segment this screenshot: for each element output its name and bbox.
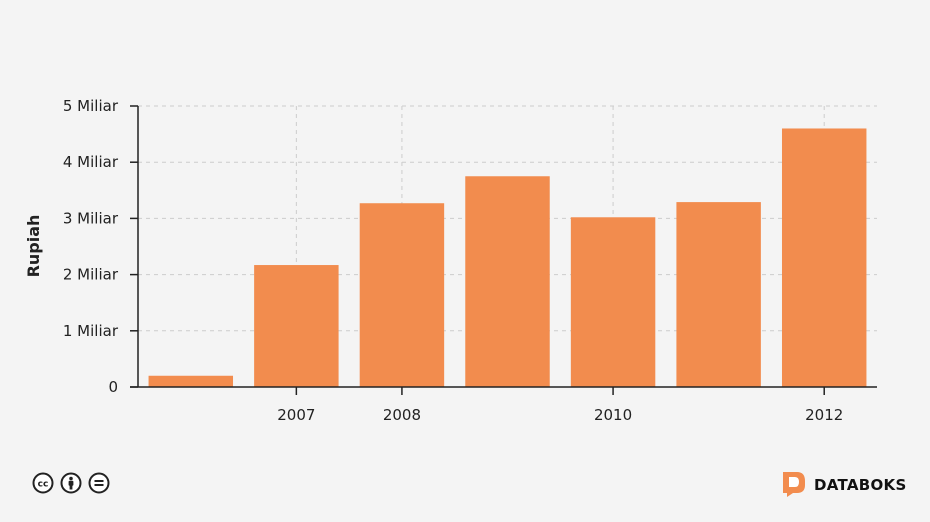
bar-2009[interactable] — [465, 176, 550, 387]
axes — [130, 105, 877, 395]
x-tick-label: 2010 — [594, 406, 632, 424]
databoks-logo[interactable]: DATABOKS — [782, 471, 907, 498]
nd-icon — [88, 472, 110, 494]
bar-2011[interactable] — [676, 202, 761, 387]
by-icon — [60, 472, 82, 494]
x-tick-label: 2007 — [277, 406, 315, 424]
svg-text:cc: cc — [38, 480, 49, 490]
y-tick-label: 2 Miliar — [63, 266, 119, 284]
cc-icon: cc — [32, 472, 54, 494]
bar-2006[interactable] — [148, 375, 234, 387]
y-tick-labels: 0 1 Miliar 2 Miliar 3 Miliar 4 Miliar 5 Milia… — [63, 97, 119, 396]
bar-chart: 0 1 Miliar 2 Miliar 3 Miliar 4 Miliar 5 Milia… — [24, 97, 877, 424]
databoks-logo-icon — [783, 472, 805, 497]
x-tick-label: 2012 — [805, 406, 843, 424]
bar-2008[interactable] — [359, 203, 445, 387]
y-tick-label: 5 Miliar — [63, 97, 119, 115]
bar-2012[interactable] — [781, 128, 867, 388]
x-tick-labels: 2007 2008 2010 2012 — [277, 406, 843, 424]
y-tick-label: 3 Miliar — [63, 209, 119, 227]
bar-2010[interactable] — [570, 217, 656, 387]
x-tick-label: 2008 — [383, 406, 421, 424]
bars — [148, 128, 867, 388]
brand-name: DATABOKS — [814, 475, 907, 494]
y-tick-label: 1 Miliar — [63, 322, 119, 340]
y-tick-label: 0 — [108, 378, 118, 396]
bar-2007[interactable] — [254, 265, 339, 387]
license-icons: cc — [32, 472, 110, 494]
y-axis-title: Rupiah — [24, 215, 43, 278]
y-tick-label: 4 Miliar — [63, 153, 119, 171]
